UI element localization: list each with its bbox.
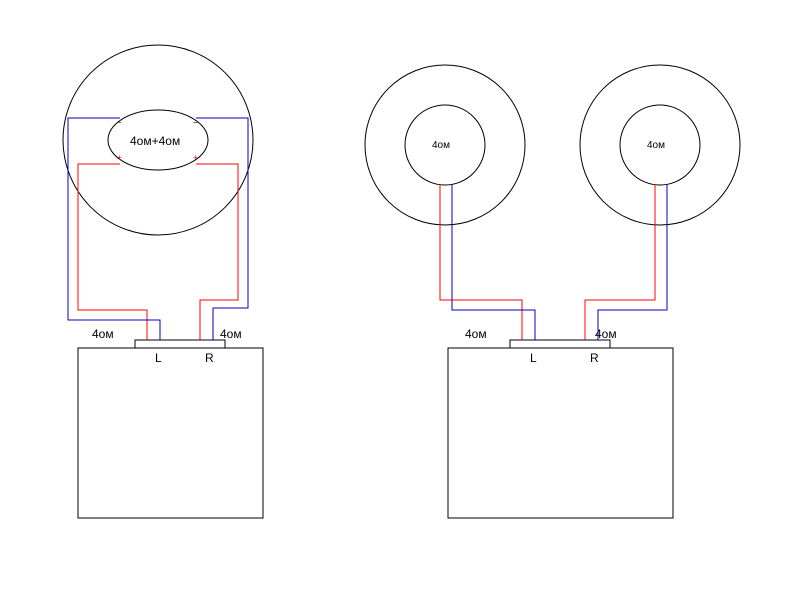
- left-minus-2: −: [193, 118, 198, 127]
- left-amp-terminal-strip: [135, 340, 225, 348]
- left-wire-R-neg: [196, 118, 248, 340]
- left-wire-L-neg: [68, 118, 160, 340]
- right-amp-body: [448, 348, 673, 518]
- right-configuration: L R 4ом 4ом 4ом 4ом: [365, 65, 740, 518]
- right-amp-terminal-strip: [510, 340, 610, 348]
- left-amp-body: [78, 348, 263, 518]
- left-amp-ohm-R: 4ом: [220, 327, 242, 341]
- right-wire-A-neg: [452, 184, 535, 340]
- left-configuration: L R 4ом 4ом 4ом+4ом + − + −: [63, 45, 263, 518]
- right-speaker-A: 4ом: [365, 65, 525, 225]
- left-plus-1: +: [117, 153, 122, 162]
- right-amp-L-label: L: [530, 351, 537, 365]
- right-amp-R-label: R: [590, 351, 599, 365]
- left-speaker: 4ом+4ом + − + −: [63, 45, 253, 235]
- left-amp-L-label: L: [155, 351, 162, 365]
- left-amp-R-label: R: [205, 351, 214, 365]
- right-speaker-B: 4ом: [580, 65, 740, 225]
- right-amp: L R 4ом 4ом: [448, 327, 673, 518]
- right-speaker-A-label: 4ом: [432, 140, 450, 151]
- right-wire-B-pos: [585, 184, 655, 340]
- right-amp-ohm-L: 4ом: [465, 327, 487, 341]
- left-wire-R-pos: [196, 164, 238, 340]
- left-amp: L R 4ом 4ом: [78, 327, 263, 518]
- right-speaker-B-label: 4ом: [647, 140, 665, 151]
- left-wire-L-pos: [78, 164, 147, 340]
- left-amp-ohm-L: 4ом: [92, 327, 114, 341]
- left-plus-2: +: [193, 153, 198, 162]
- left-speaker-label: 4ом+4ом: [130, 134, 180, 148]
- left-minus-1: −: [117, 118, 122, 127]
- right-wire-B-neg: [598, 184, 667, 340]
- wiring-diagram: L R 4ом 4ом 4ом+4ом + − + − L R: [0, 0, 807, 597]
